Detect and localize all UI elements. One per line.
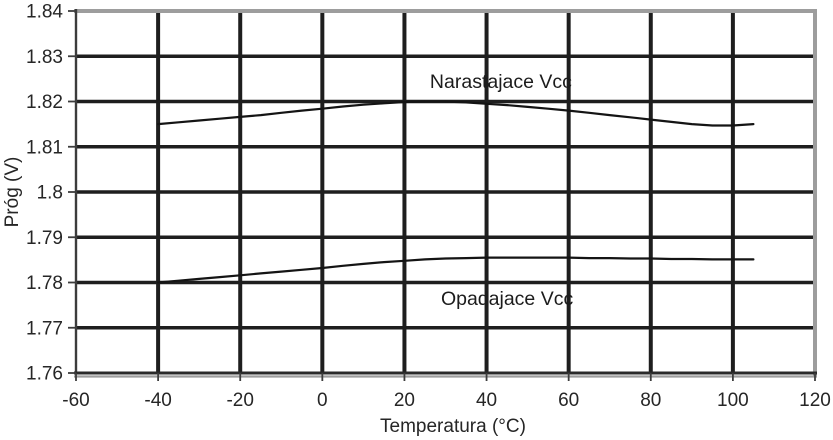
y-tick-label: 1.84 xyxy=(26,2,63,23)
x-tick-label: 80 xyxy=(640,390,661,411)
series-line-opadajace-vcc xyxy=(157,256,755,284)
y-tick-label: 1.79 xyxy=(26,228,63,249)
x-tick-label: 0 xyxy=(317,390,328,411)
x-tick-label: 60 xyxy=(558,390,579,411)
x-tick-label: 120 xyxy=(799,390,831,411)
series-label-narastajace-vcc: Narastajace Vcc xyxy=(430,71,572,93)
y-tick-label: 1.76 xyxy=(26,364,63,385)
x-tick-label: 40 xyxy=(476,390,497,411)
y-tick-label: 1.8 xyxy=(37,183,63,204)
x-tick-label: -20 xyxy=(226,390,253,411)
series-line-narastajace-vcc xyxy=(157,100,755,127)
y-tick-label: 1.77 xyxy=(26,318,63,339)
y-tick-label: 1.83 xyxy=(26,47,63,68)
x-tick-label: -40 xyxy=(144,390,171,411)
y-axis-label: Próg (V) xyxy=(2,157,23,228)
x-tick-label: -60 xyxy=(62,390,89,411)
series-label-opadajace-vcc: Opadajace Vcc xyxy=(441,288,573,310)
y-tick-label: 1.81 xyxy=(26,137,63,158)
x-tick-label: 100 xyxy=(717,390,749,411)
x-tick-label: 20 xyxy=(394,390,415,411)
x-axis-label: Temperatura (°C) xyxy=(380,416,526,437)
y-tick-label: 1.82 xyxy=(26,92,63,113)
y-tick-label: 1.78 xyxy=(26,273,63,294)
